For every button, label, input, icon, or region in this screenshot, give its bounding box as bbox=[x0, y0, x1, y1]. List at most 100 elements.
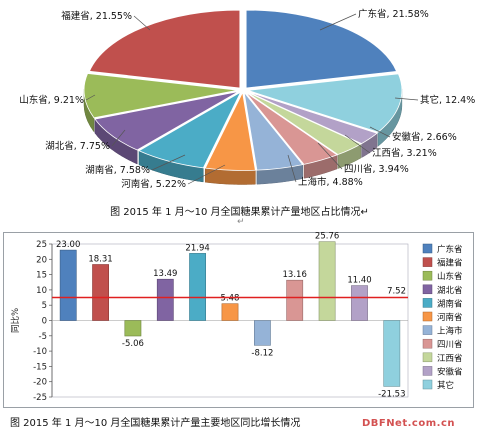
reference-line-label: 7.52 bbox=[387, 286, 406, 296]
bar-6 bbox=[254, 320, 271, 346]
legend-swatch bbox=[422, 311, 433, 322]
legend-label: 四川省 bbox=[437, 339, 463, 350]
slice-region-8-leader-line bbox=[111, 129, 126, 147]
bar-value-label: 13.49 bbox=[153, 269, 177, 279]
slice-region-10-label: 福建省, 21.55% bbox=[61, 10, 132, 22]
legend-swatch bbox=[422, 298, 433, 308]
pie-top-faces bbox=[83, 9, 403, 171]
slice-region-8 bbox=[94, 91, 240, 151]
pie-chart: 广东省, 21.58% 其它, 12.4% 安徽省, 2.66% 江西省, 3.21%… bbox=[19, 8, 475, 190]
bar-chart-frame bbox=[3, 232, 474, 408]
legend-swatch bbox=[422, 338, 433, 349]
legend-label: 福建省 bbox=[437, 258, 463, 269]
legend-swatch bbox=[422, 243, 433, 254]
y-tick-label: -20 bbox=[33, 378, 47, 388]
slice-region-4 bbox=[245, 91, 338, 165]
slice-region-3 bbox=[246, 91, 362, 155]
legend-label: 安徽省 bbox=[437, 366, 463, 377]
bar-0 bbox=[59, 249, 77, 321]
bar-9 bbox=[351, 285, 368, 321]
bar-1 bbox=[92, 264, 110, 321]
slice-region-9-label: 山东省, 9.21% bbox=[19, 94, 84, 106]
legend-swatch bbox=[422, 270, 433, 281]
bar-3 bbox=[156, 278, 174, 321]
y-axis-title: 同比% bbox=[10, 308, 21, 333]
bar-10 bbox=[383, 320, 401, 387]
slice-region-3-label: 江西省, 3.21% bbox=[372, 147, 437, 159]
legend-swatch bbox=[422, 366, 433, 376]
slice-region-5-label: 上海市, 4.88% bbox=[298, 176, 363, 188]
slice-region-7-label: 湖南省, 7.58% bbox=[85, 164, 150, 176]
legend-swatch bbox=[422, 325, 433, 335]
slice-region-4-leader-line bbox=[317, 142, 343, 170]
slice-region-4-label: 四川省, 3.94% bbox=[344, 163, 409, 175]
slice-region-6-label: 河南省, 5.22% bbox=[121, 178, 186, 190]
legend-label: 湖北省 bbox=[437, 285, 463, 296]
paragraph-mark: ↵ bbox=[237, 217, 245, 227]
y-tick-label: -25 bbox=[33, 393, 47, 403]
bar-4 bbox=[189, 253, 207, 321]
slice-region-3-leader-line bbox=[344, 134, 371, 154]
slice-region-6 bbox=[204, 91, 256, 171]
slice-region-0-leader-line bbox=[319, 13, 357, 31]
y-tick-label: -10 bbox=[33, 347, 47, 357]
bar-2 bbox=[124, 320, 142, 337]
bar-value-label: 25.76 bbox=[315, 232, 339, 242]
slice-region-5-leader-line bbox=[287, 154, 297, 183]
slice-region-2 bbox=[246, 91, 378, 145]
slice-region-6-leader-line bbox=[187, 164, 226, 185]
bar-5 bbox=[221, 303, 239, 321]
y-tick-label: -5 bbox=[39, 332, 47, 342]
bar-caption: 图 2015 年 1 月～10 月全国糖果累计产量主要地区同比增长情况 bbox=[10, 418, 301, 429]
bar-value-label: 13.16 bbox=[283, 270, 307, 280]
bar-value-label: -8.12 bbox=[251, 348, 273, 358]
slice-region-8-label: 湖北省, 7.75% bbox=[45, 140, 110, 152]
bar-value-label: 11.40 bbox=[347, 276, 371, 286]
legend-label: 江西省 bbox=[437, 353, 463, 364]
slice-region-9 bbox=[83, 72, 239, 119]
slice-region-10-leader-line bbox=[133, 15, 151, 31]
legend-label: 上海市 bbox=[437, 326, 463, 337]
y-axis-ticks: 25 20 15 10 5 0 -5 -10 -15 -20 -25 bbox=[33, 240, 52, 403]
slice-region-2-leader-line bbox=[369, 126, 391, 138]
y-tick-label: 15 bbox=[36, 271, 47, 281]
bar-value-label: 21.94 bbox=[185, 243, 209, 253]
bar-value-label: -5.06 bbox=[122, 339, 144, 349]
slice-region-2-label: 安徽省, 2.66% bbox=[392, 131, 457, 143]
y-tick-label: -15 bbox=[33, 362, 47, 372]
bar-value-label: 23.00 bbox=[56, 240, 80, 250]
slice-region-10 bbox=[88, 9, 241, 89]
bars: 23.00 18.31 -5.06 13.49 21.94 5.48 -8.12 13.16 2… bbox=[56, 232, 405, 399]
bar-chart: 25 20 15 10 5 0 -5 -10 -15 -20 -25 同比% 23.00 18.31 -5.… bbox=[10, 232, 463, 403]
pie-caption: 图 2015 年 1 月～10 月全国糖果累计产量地区占比情况↵ bbox=[110, 207, 369, 218]
slice-region-0-label: 广东省, 21.58% bbox=[358, 8, 429, 20]
slice-region-7 bbox=[138, 91, 242, 169]
bar-value-label: -21.53 bbox=[378, 389, 405, 399]
site-watermark: DBFNet.com.cn bbox=[361, 418, 455, 429]
legend-label: 山东省 bbox=[437, 271, 463, 282]
slice-other bbox=[247, 73, 403, 133]
y-tick-label: 20 bbox=[36, 255, 47, 265]
bar-7 bbox=[286, 279, 304, 321]
y-tick-label: 10 bbox=[36, 286, 47, 296]
bar-value-label: 18.31 bbox=[88, 255, 112, 265]
y-tick-label: 0 bbox=[42, 317, 47, 327]
slice-region-7-leader-line bbox=[151, 154, 186, 171]
y-tick-label: 25 bbox=[36, 240, 47, 250]
slice-region-9-leader-line bbox=[85, 94, 96, 101]
legend-label: 广东省 bbox=[437, 244, 463, 255]
bar-8 bbox=[318, 241, 336, 321]
slice-region-0 bbox=[245, 9, 398, 89]
legend-swatch bbox=[422, 352, 433, 363]
legend-label: 湖南省 bbox=[437, 298, 463, 309]
legend-swatch bbox=[422, 379, 433, 390]
legend-swatch bbox=[422, 257, 433, 267]
y-tick-label: 5 bbox=[42, 301, 47, 311]
legend-swatch bbox=[422, 284, 433, 295]
slice-region-5 bbox=[243, 91, 304, 171]
pie-labels: 广东省, 21.58% 其它, 12.4% 安徽省, 2.66% 江西省, 3.21%… bbox=[19, 8, 475, 190]
legend-label: 河南省 bbox=[437, 312, 463, 323]
slice-other-label: 其它, 12.4% bbox=[420, 94, 475, 106]
